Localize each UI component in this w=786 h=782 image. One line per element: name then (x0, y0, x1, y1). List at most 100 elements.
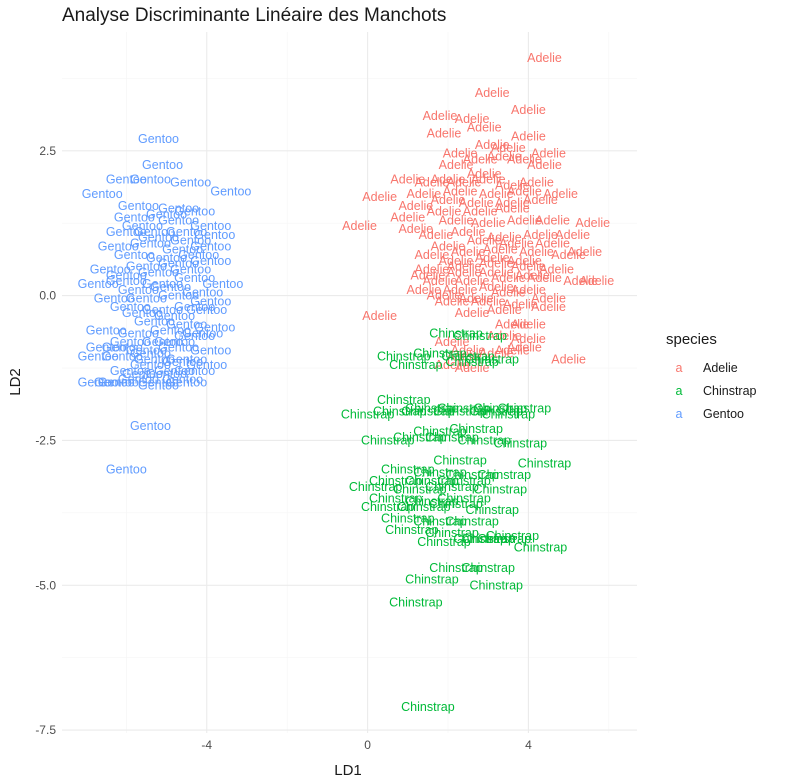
point-label-chinstrap: Chinstrap (401, 700, 455, 714)
point-label-gentoo: Gentoo (138, 132, 179, 146)
point-label-chinstrap: Chinstrap (453, 532, 507, 546)
point-label-gentoo: Gentoo (130, 173, 171, 187)
point-label-adelie: Adelie (423, 274, 458, 288)
point-label-adelie: Adelie (435, 358, 470, 372)
point-label-adelie: Adelie (451, 225, 486, 239)
point-label-gentoo: Gentoo (114, 210, 155, 224)
point-label-gentoo: Gentoo (138, 378, 179, 392)
point-label-gentoo: Gentoo (166, 376, 207, 390)
x-axis-title: LD1 (334, 762, 362, 779)
point-label-gentoo: Gentoo (102, 341, 143, 355)
point-label-adelie: Adelie (507, 184, 542, 198)
point-label-adelie: Adelie (487, 231, 522, 245)
point-label-adelie: Adelie (507, 341, 542, 355)
legend-entries: a Adelie a Chinstrap a Gentoo (676, 361, 757, 421)
point-label-gentoo: Gentoo (106, 268, 147, 282)
legend-label: Gentoo (703, 407, 744, 421)
point-label-adelie: Adelie (443, 147, 478, 161)
point-label-adelie: Adelie (495, 202, 530, 216)
point-label-adelie: Adelie (459, 196, 494, 210)
point-label-gentoo: Gentoo (190, 254, 231, 268)
y-tick-label: -7.5 (35, 723, 56, 737)
point-label-adelie: Adelie (467, 121, 502, 135)
point-label-adelie: Adelie (439, 158, 474, 172)
point-label-gentoo: Gentoo (182, 326, 223, 340)
point-label-adelie: Adelie (415, 248, 450, 262)
point-label-gentoo: Gentoo (78, 376, 119, 390)
point-label-chinstrap: Chinstrap (437, 402, 491, 416)
point-label-adelie: Adelie (531, 147, 566, 161)
y-axis-ticks: 2.5 0.0 -2.5 -5.0 -7.5 (35, 144, 56, 737)
point-label-chinstrap: Chinstrap (369, 491, 423, 505)
point-label-gentoo: Gentoo (190, 239, 231, 253)
point-label-gentoo: Gentoo (138, 265, 179, 279)
y-axis-title: LD2 (7, 368, 24, 396)
point-label-adelie: Adelie (455, 274, 490, 288)
point-label-adelie: Adelie (483, 242, 518, 256)
point-label-adelie: Adelie (427, 289, 462, 303)
point-label-adelie: Adelie (471, 294, 506, 308)
point-label-chinstrap: Chinstrap (478, 532, 532, 546)
point-label-gentoo: Gentoo (126, 291, 167, 305)
point-label-gentoo: Gentoo (194, 320, 235, 334)
point-label-adelie: Adelie (567, 245, 602, 259)
point-label-adelie: Adelie (527, 51, 562, 65)
point-label-adelie: Adelie (415, 263, 450, 277)
point-label-adelie: Adelie (479, 187, 514, 201)
point-label-adelie: Adelie (459, 291, 494, 305)
point-label-gentoo: Gentoo (142, 335, 183, 349)
point-label-gentoo: Gentoo (142, 158, 183, 172)
point-label-adelie: Adelie (511, 103, 546, 117)
point-label-adelie: Adelie (555, 228, 590, 242)
point-label-chinstrap: Chinstrap (457, 433, 511, 447)
point-label-adelie: Adelie (475, 86, 510, 100)
point-label-chinstrap: Chinstrap (405, 494, 459, 508)
point-label-gentoo: Gentoo (166, 225, 207, 239)
point-label-gentoo: Gentoo (146, 367, 187, 381)
point-label-adelie: Adelie (503, 297, 538, 311)
point-label-adelie: Adelie (431, 239, 466, 253)
point-label-gentoo: Gentoo (82, 187, 123, 201)
chart-title: Analyse Discriminante Linéaire des Manch… (62, 5, 446, 26)
point-label-gentoo: Gentoo (170, 234, 211, 248)
point-label-chinstrap: Chinstrap (482, 407, 536, 421)
point-label-gentoo: Gentoo (78, 277, 119, 291)
point-label-gentoo: Gentoo (190, 344, 231, 358)
point-label-gentoo: Gentoo (130, 358, 171, 372)
point-label-gentoo: Gentoo (170, 176, 211, 190)
point-label-chinstrap: Chinstrap (425, 431, 479, 445)
point-label-gentoo: Gentoo (130, 236, 171, 250)
point-label-gentoo: Gentoo (158, 341, 199, 355)
point-label-gentoo: Gentoo (122, 306, 163, 320)
point-label-adelie: Adelie (427, 205, 462, 219)
point-label-chinstrap: Chinstrap (494, 436, 548, 450)
point-label-gentoo: Gentoo (146, 251, 187, 265)
point-label-gentoo: Gentoo (186, 303, 227, 317)
point-label-adelie: Adelie (487, 329, 522, 343)
point-label-adelie: Adelie (531, 291, 566, 305)
point-label-chinstrap: Chinstrap (413, 347, 467, 361)
point-label-adelie: Adelie (390, 210, 425, 224)
point-label-adelie: Adelie (511, 318, 546, 332)
point-label-gentoo: Gentoo (142, 303, 183, 317)
point-label-gentoo: Gentoo (118, 283, 159, 297)
point-label-chinstrap: Chinstrap (437, 474, 491, 488)
legend-label: Chinstrap (703, 384, 757, 398)
point-label-adelie: Adelie (495, 344, 530, 358)
point-label-chinstrap: Chinstrap (393, 483, 447, 497)
point-label-chinstrap: Chinstrap (461, 532, 515, 546)
point-label-adelie: Adelie (507, 213, 542, 227)
point-label-adelie: Adelie (563, 274, 598, 288)
point-label-gentoo: Gentoo (146, 207, 187, 221)
point-label-chinstrap: Chinstrap (401, 404, 455, 418)
point-label-adelie: Adelie (362, 309, 397, 323)
point-label-adelie: Adelie (479, 265, 514, 279)
point-label-gentoo: Gentoo (106, 225, 147, 239)
point-label-gentoo: Gentoo (190, 219, 231, 233)
point-label-gentoo: Gentoo (94, 291, 135, 305)
point-label-gentoo: Gentoo (90, 263, 131, 277)
point-label-adelie: Adelie (455, 361, 490, 375)
point-label-adelie: Adelie (523, 228, 558, 242)
